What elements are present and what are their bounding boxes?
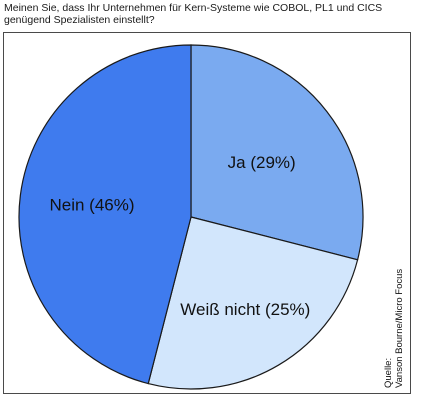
pie-slice-label-2: Weiß nicht (25%) xyxy=(180,300,310,319)
pie-slice-2 xyxy=(147,216,359,390)
pie-slice-label-1: Ja (29%) xyxy=(228,153,296,172)
pie-slice-3 xyxy=(18,44,192,385)
question-line-1: Meinen Sie, dass Ihr Unternehmen für Ker… xyxy=(4,2,383,14)
source-note: Quelle: Vanson Bourne/Micro Focus xyxy=(383,269,405,388)
source-name: Vanson Bourne/Micro Focus xyxy=(394,268,405,388)
question-line-2: genügend Spezialisten einstellt? xyxy=(4,14,155,26)
pie-slice-label-3: Nein (46%) xyxy=(49,196,134,215)
pie-slice-1 xyxy=(190,44,364,261)
source-label: Quelle: xyxy=(383,357,394,388)
question-text: Meinen Sie, dass Ihr Unternehmen für Ker… xyxy=(4,2,418,26)
